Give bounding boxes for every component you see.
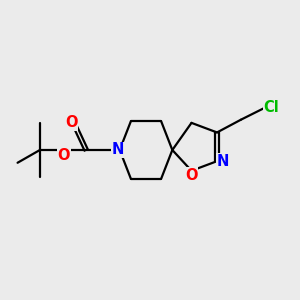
Text: Cl: Cl [263, 100, 279, 116]
Text: O: O [65, 116, 77, 130]
Text: N: N [216, 154, 229, 169]
Text: N: N [112, 142, 124, 158]
Text: O: O [185, 168, 198, 183]
Text: O: O [58, 148, 70, 163]
